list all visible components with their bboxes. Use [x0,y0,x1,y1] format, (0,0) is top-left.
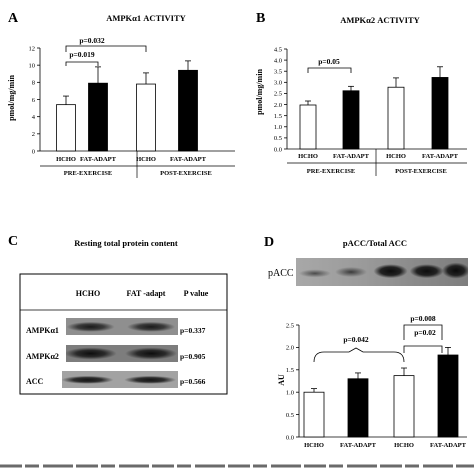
y-tick-label: 2 [32,131,35,138]
panel-b-x-tick-label: FAT-ADAPT [422,153,459,160]
y-tick-label: 0 [32,148,35,155]
panel-b: B AMPKα2 ACTIVITY pmol/mg/min 0.0 0.5 1.0 1… [255,11,467,176]
panel-d-bracket [403,324,443,340]
panel-a-bracket [65,61,99,66]
panel-d-bracket [313,347,405,363]
y-tick-label: 1.0 [286,390,294,397]
panel-b-group-label: POST-EXERCISE [395,168,447,175]
panel-a-group-label: POST-EXERCISE [160,170,212,177]
ampka2-blot-image [66,345,178,362]
panel-a-x-tick-label: FAT-ADAPT [80,156,117,163]
y-tick-label: 2.5 [286,322,294,329]
panel-c-row-label: AMPKα1 [26,326,59,335]
panel-c-table-frame [19,273,228,395]
panel-c-row-label: ACC [26,377,44,386]
panel-d-annotation: p=0.008 [410,314,436,323]
panel-a-x-tick-label: FAT-ADAPT [170,156,207,163]
pacc-blot-image [296,258,468,286]
y-tick-label: 0.5 [286,412,294,419]
bar [387,86,405,150]
panel-c: C Resting total protein content HCHO FAT… [8,234,228,395]
panel-d-x-tick-label: FAT-ADAPT [430,442,467,449]
y-tick-label: 4.5 [274,46,282,53]
panel-c-title: Resting total protein content [74,238,178,248]
panel-d: D pACC/Total ACC pACC AU 0.0 0.5 1.0 1.5 2.0… [264,235,467,449]
bar [299,104,317,150]
y-tick-label: 0.5 [274,135,282,142]
bar [437,354,459,438]
panel-d-x-tick-label: FAT-ADAPT [340,442,377,449]
y-tick-label: 0.0 [274,146,282,153]
panel-a: A AMPKα1 ACTIVITY pmol/mg/min 024681012 … [7,11,235,178]
bar [136,83,156,152]
panel-d-annotation: p=0.042 [343,335,369,344]
ampka1-blot-image [66,318,178,335]
bar [347,378,369,438]
panel-b-annotation: p=0.05 [318,57,340,66]
panel-b-x-tick-label: HCHO [298,153,318,160]
panel-d-x-tick-label: HCHO [304,442,324,449]
panel-c-letter: C [8,234,18,249]
y-tick-label: 0.0 [286,434,294,441]
panel-b-ylabel: pmol/mg/min [255,69,264,115]
panel-c-p-value: p=0.337 [180,326,206,335]
panel-a-ylabel: pmol/mg/min [7,75,16,121]
y-tick-label: 8 [32,80,35,87]
panel-a-annotation: p=0.032 [79,36,105,45]
panel-d-title: pACC/Total ACC [343,238,407,248]
panel-c-row-label: AMPKα2 [26,352,59,361]
panel-a-bracket [65,45,147,52]
panel-d-x-tick-label: HCHO [394,442,414,449]
panel-a-annotation: p=0.019 [69,50,95,59]
panel-a-group-label: PRE-EXERCISE [64,170,112,177]
y-tick-label: 6 [32,97,36,104]
panel-c-p-value: p=0.905 [180,352,206,361]
panel-b-title: AMPKα2 ACTIVITY [340,15,420,25]
bar [393,375,415,438]
y-tick-label: 2.0 [274,102,282,109]
y-tick-label: 2.0 [286,345,294,352]
y-tick-label: 12 [29,45,36,52]
panel-d-bars [303,346,459,438]
panel-d-y-axis: 0.0 0.5 1.0 1.5 2.0 2.5 [286,322,467,441]
panel-b-group-label: PRE-EXERCISE [307,168,355,175]
y-tick-label: 1.5 [286,367,294,374]
bar [88,82,108,152]
y-tick-label: 4 [32,114,36,121]
panel-c-p-value: p=0.566 [180,377,206,386]
panel-b-bars [299,66,449,150]
y-tick-label: 3.5 [274,69,282,76]
y-tick-label: 2.5 [274,91,282,98]
panel-b-x-tick-label: FAT-ADAPT [333,153,370,160]
panel-c-col-header: HCHO [76,289,100,298]
panel-a-bars [56,60,198,152]
panel-d-bracket [403,345,443,353]
bar [431,77,449,150]
panel-b-bracket [307,67,352,73]
panel-d-letter: D [264,235,274,250]
panel-c-col-header: P value [184,289,209,298]
panel-b-x-tick-label: HCHO [386,153,406,160]
panel-d-blot-label: pACC [268,268,294,279]
panel-a-letter: A [8,11,19,26]
y-tick-label: 4.0 [274,57,282,64]
y-tick-label: 3.0 [274,80,282,87]
bar [342,90,360,150]
panel-a-x-tick-label: HCHO [136,156,156,163]
y-tick-label: 1.0 [274,124,282,131]
panel-d-annotation: p=0.02 [414,328,436,337]
bar [303,391,325,438]
panel-b-letter: B [256,11,265,26]
y-tick-label: 10 [29,62,36,69]
acc-blot-image [62,371,178,388]
panel-c-col-header: FAT -adapt [127,289,166,298]
bar [56,104,76,152]
bar [178,69,198,152]
panel-a-x-tick-label: HCHO [56,156,76,163]
y-tick-label: 1.5 [274,113,282,120]
panel-d-ylabel: AU [277,374,286,386]
panel-a-title: AMPKα1 ACTIVITY [106,13,186,23]
